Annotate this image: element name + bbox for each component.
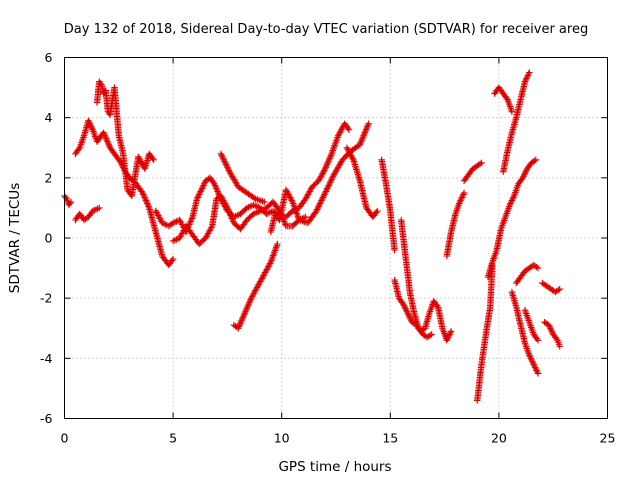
series-arc-17	[484, 156, 539, 281]
data-point-markers	[500, 69, 533, 175]
data-point-markers	[217, 150, 268, 206]
data-point-markers	[484, 156, 539, 281]
x-tick-label: 20	[491, 431, 507, 446]
series-arc-7	[217, 150, 268, 206]
data-point-markers	[72, 117, 177, 269]
data-points	[61, 69, 563, 404]
x-tick-label: 0	[61, 431, 69, 446]
data-point-markers	[93, 78, 157, 200]
data-point-markers	[378, 156, 398, 254]
series-arc-24	[541, 319, 563, 350]
series-arc-12	[391, 276, 455, 344]
y-tick-label: 4	[45, 110, 53, 125]
series-arc-15	[460, 159, 485, 184]
axis-ticks	[64, 57, 608, 419]
series-arc-9	[267, 120, 372, 236]
y-tick-label: 0	[45, 231, 53, 246]
grid-lines	[64, 57, 608, 419]
chart-title: Day 132 of 2018, Sidereal Day-to-day VTE…	[64, 22, 588, 37]
data-point-markers	[491, 84, 516, 115]
x-axis-label: GPS time / hours	[278, 459, 391, 475]
series-arc-21	[513, 261, 542, 287]
data-point-markers	[539, 279, 563, 296]
y-axis-label: SDTVAR / TECUs	[7, 183, 23, 293]
series-arc-22	[521, 307, 542, 344]
data-point-markers	[169, 192, 309, 248]
series-arc-14	[443, 189, 468, 260]
x-tick-label: 5	[169, 431, 177, 446]
series-arc-20	[508, 288, 542, 377]
data-point-markers	[541, 319, 563, 350]
series-arc-4	[93, 78, 157, 200]
series-arc-11	[378, 156, 398, 254]
data-point-markers	[391, 276, 455, 344]
series-arc-23	[539, 279, 563, 296]
data-point-markers	[343, 144, 381, 221]
series-arc-13	[398, 216, 435, 341]
y-tick-label: 2	[45, 170, 53, 185]
data-point-markers	[474, 261, 496, 404]
data-point-markers	[72, 204, 103, 224]
x-tick-label: 10	[274, 431, 290, 446]
tick-labels: 0 5 10 15 20 25 -6 -4 -2 0 2 4 6	[40, 50, 615, 446]
series-arc-6	[169, 192, 309, 248]
series-arc-2	[72, 204, 103, 224]
x-tick-label: 25	[600, 431, 616, 446]
series-arc-18	[491, 84, 516, 115]
series-arc-3	[72, 117, 177, 269]
series-arc-10	[343, 144, 381, 221]
data-point-markers	[508, 288, 542, 377]
x-tick-label: 15	[382, 431, 398, 446]
data-point-markers	[443, 189, 468, 260]
data-point-markers	[521, 307, 542, 344]
data-point-markers	[513, 261, 542, 287]
series-arc-16	[474, 261, 496, 404]
plot-frame	[64, 57, 608, 419]
y-tick-label: 6	[45, 50, 53, 65]
data-point-markers	[460, 159, 485, 184]
y-tick-label: -6	[40, 411, 53, 426]
data-point-markers	[398, 216, 435, 341]
data-point-markers	[267, 120, 372, 236]
data-point-markers	[61, 192, 75, 209]
series-arc-8	[230, 240, 281, 332]
y-tick-label: -2	[40, 291, 52, 306]
y-tick-label: -4	[40, 351, 53, 366]
series-arc-19	[500, 69, 533, 175]
data-point-markers	[230, 240, 281, 332]
series-arc-1	[61, 192, 75, 209]
